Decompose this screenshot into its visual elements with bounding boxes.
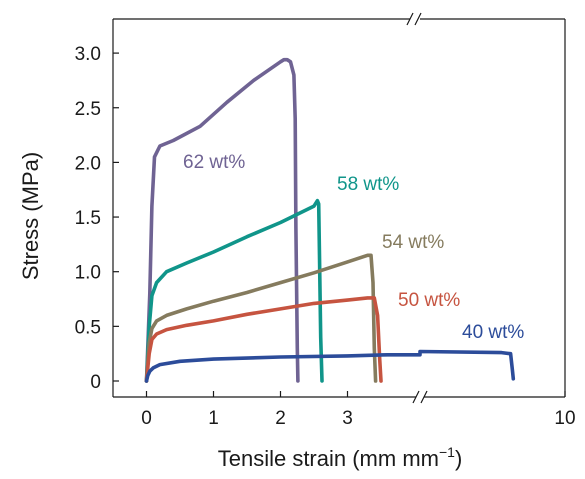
series-label-62-wt: 62 wt% [183, 152, 245, 173]
x-axis-title-main: Tensile strain (mm mm [218, 446, 439, 471]
y-tick-label: 3.0 [75, 44, 101, 65]
x-axis-title: Tensile strain (mm mm−1) [218, 444, 463, 471]
y-tick-label: 2.0 [75, 153, 101, 174]
y-tick-label: 0 [90, 372, 101, 393]
y-tick-label: 1.5 [75, 208, 101, 229]
series-label-58-wt: 58 wt% [337, 174, 399, 195]
x-axis-title-superscript: −1 [439, 444, 455, 460]
series-label-54-wt: 54 wt% [382, 232, 444, 253]
y-tick-label: 2.5 [75, 99, 101, 120]
series-labels: 62 wt% 58 wt% 54 wt% 50 wt%40 wt% [183, 152, 524, 343]
axis-break-mark [406, 12, 414, 26]
series-line-62-wt [144, 57, 300, 383]
x-axis-title-close: ) [455, 446, 462, 471]
y-tick-label: 1.0 [75, 263, 101, 284]
axis-break-mark [420, 390, 428, 404]
ticks: 0 0.5 1.0 1.5 2.0 2.5 3.0 0 1 2 3 10 [75, 44, 576, 429]
series-label-40-wt: 40 wt% [462, 322, 524, 343]
axis-break-mark [414, 12, 422, 26]
x-tick-label: 2 [275, 408, 286, 429]
axis-break-mark [412, 390, 420, 404]
x-tick-label: 1 [208, 408, 219, 429]
series-layer [144, 57, 516, 383]
x-tick-label: 0 [141, 408, 152, 429]
series-line-40-wt [144, 349, 516, 383]
x-tick-label: 3 [342, 408, 353, 429]
series-line-54-wt [144, 253, 378, 383]
x-tick-label: 10 [554, 408, 575, 429]
y-axis-title: Stress (MPa) [18, 152, 43, 280]
y-tick-label: 0.5 [75, 317, 101, 338]
series-line-50-wt [144, 296, 383, 383]
series-label-50-wt: 50 wt% [398, 290, 460, 311]
series-line-58-wt [144, 198, 324, 383]
axes [112, 12, 566, 404]
